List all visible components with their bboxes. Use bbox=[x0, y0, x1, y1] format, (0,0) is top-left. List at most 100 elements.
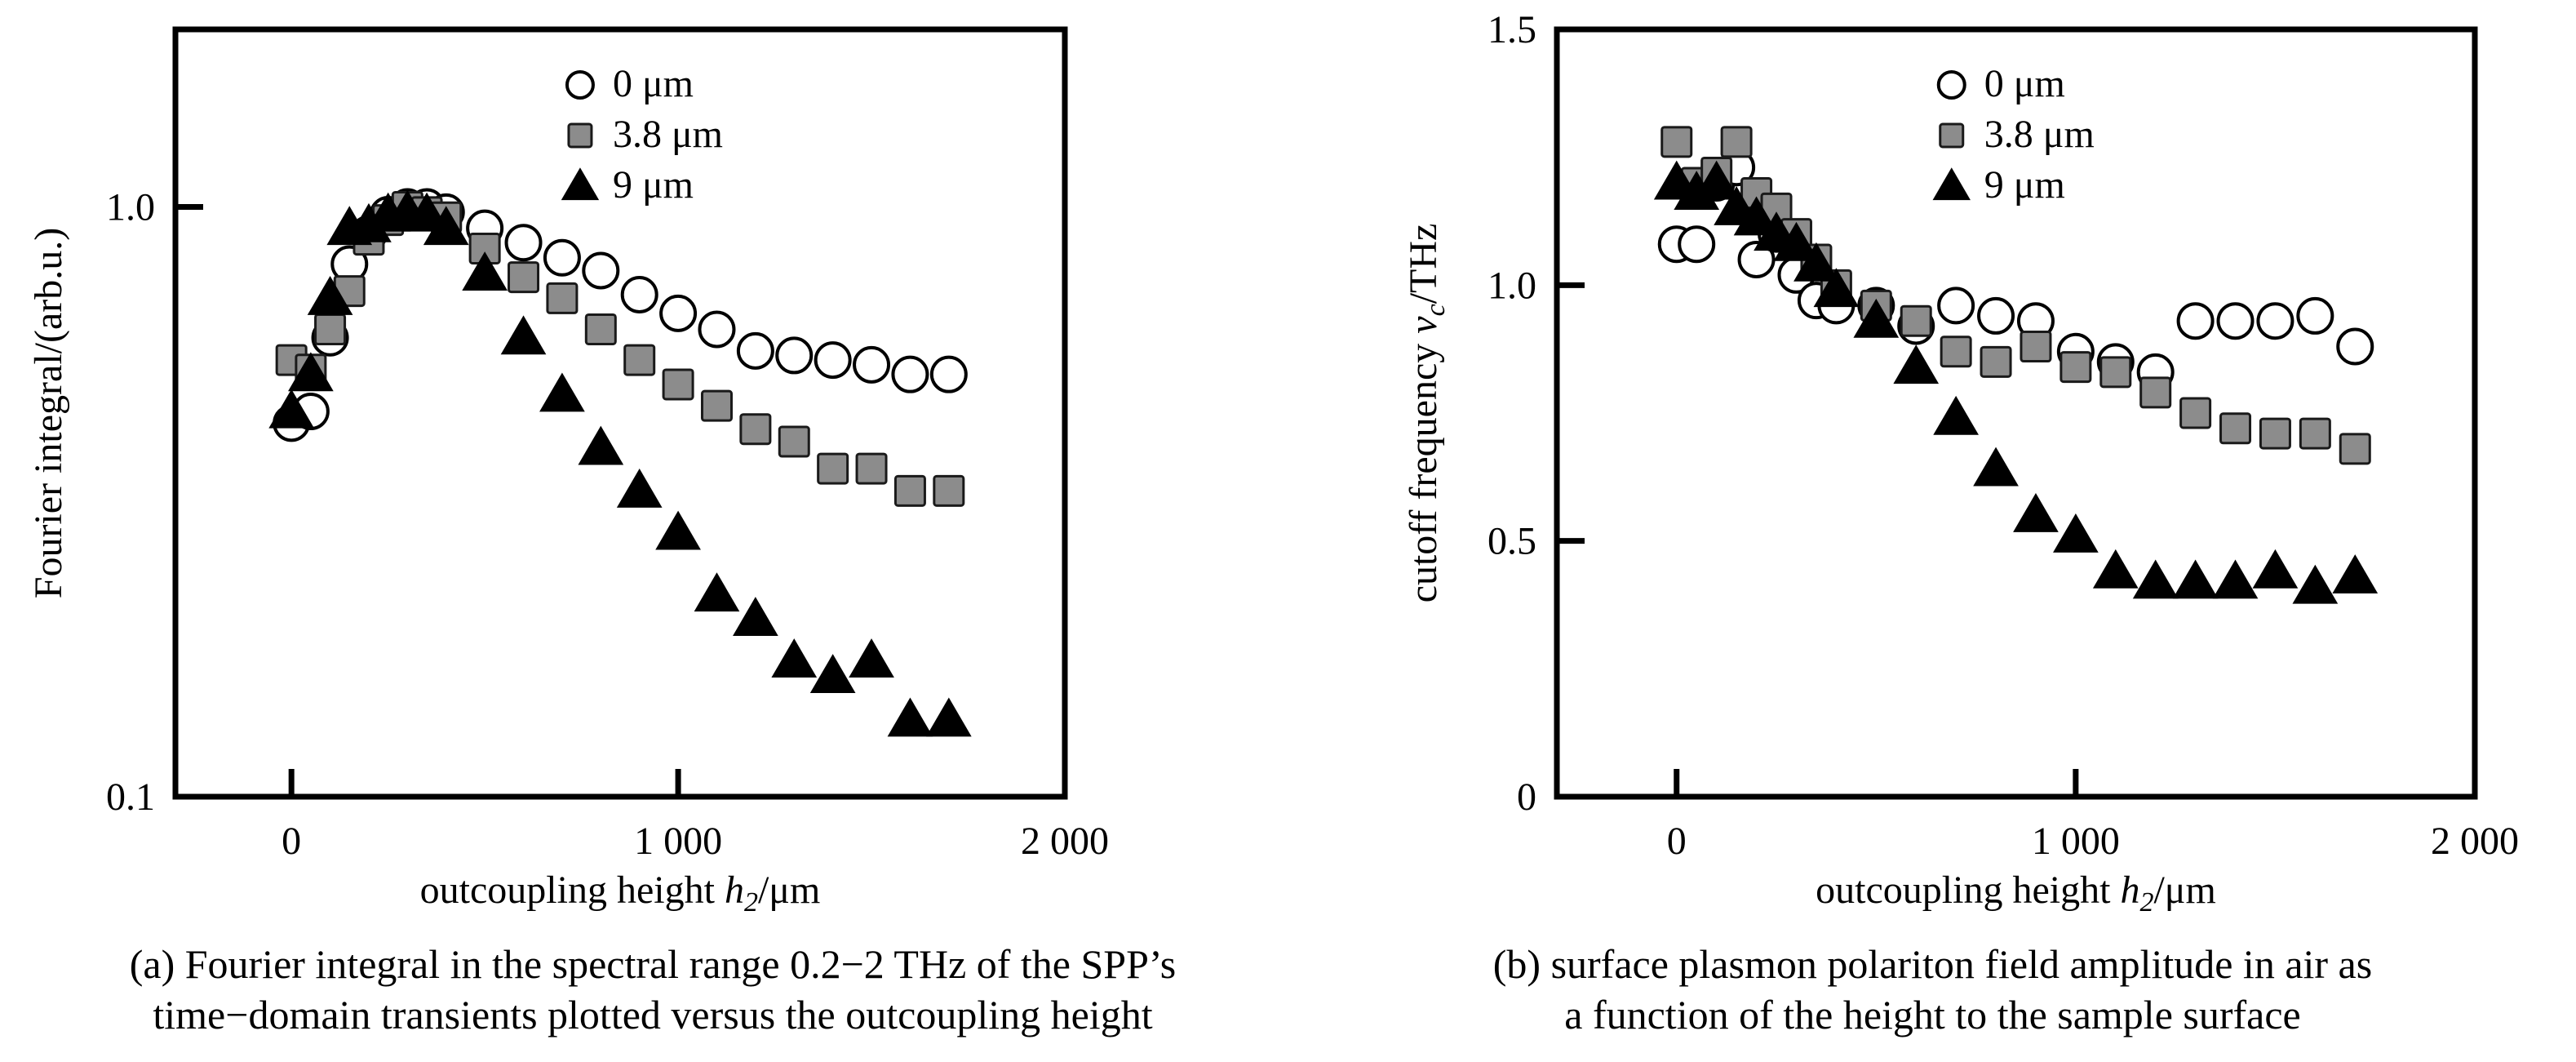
data-point-square bbox=[893, 474, 926, 507]
data-point-square bbox=[2059, 351, 2092, 384]
data-point-circle-open bbox=[929, 355, 968, 393]
y-tick-label: 0.5 bbox=[1488, 520, 1536, 563]
data-point-square bbox=[2099, 356, 2132, 389]
series-triangle bbox=[1653, 160, 2379, 604]
data-point-triangle bbox=[655, 510, 701, 550]
y-tick-label: 1.0 bbox=[106, 185, 155, 229]
data-point-circle-open bbox=[2176, 302, 2215, 340]
legend-label: 9 μm bbox=[1984, 163, 2065, 207]
data-point-circle-open bbox=[543, 238, 581, 277]
data-point-triangle bbox=[268, 389, 315, 429]
x-tick-label: 1 000 bbox=[634, 820, 722, 863]
data-point-square bbox=[855, 452, 888, 485]
caption-b: (b) surface plasmon polariton field ampl… bbox=[1289, 939, 2576, 1040]
data-point-triangle bbox=[2053, 513, 2099, 553]
data-point-square bbox=[546, 282, 579, 314]
data-point-triangle bbox=[809, 654, 856, 694]
data-point-triangle bbox=[887, 697, 933, 737]
data-point-triangle bbox=[1674, 171, 1720, 211]
data-point-triangle bbox=[925, 697, 972, 737]
data-point-triangle bbox=[1793, 242, 1839, 282]
data-point-circle-open bbox=[2216, 302, 2255, 340]
data-point-circle-open bbox=[1977, 296, 2015, 335]
data-point-circle-open bbox=[659, 294, 698, 332]
data-point-square bbox=[739, 413, 772, 446]
chart-panel-a: 0 1 000 2 000 0.1 1.0 outcoupling height h2/μ… bbox=[27, 26, 1109, 918]
y-tick-label: 0 bbox=[1517, 775, 1536, 819]
caption-b-line1: (b) surface plasmon polariton field ampl… bbox=[1492, 941, 2373, 987]
legend-marker-square bbox=[1939, 122, 1965, 149]
caption-a-line1: (a) Fourier integral in the spectral ran… bbox=[129, 941, 1177, 987]
data-point-triangle bbox=[2132, 559, 2179, 599]
data-point-triangle bbox=[2332, 554, 2379, 594]
caption-a: (a) Fourier integral in the spectral ran… bbox=[0, 939, 1306, 1040]
x-axis-label: outcoupling height h2/μm bbox=[420, 869, 821, 918]
data-point-triangle bbox=[1693, 160, 1740, 200]
data-point-triangle bbox=[1853, 298, 1900, 338]
data-point-square bbox=[2020, 331, 2052, 363]
x-tick-label: 2 000 bbox=[2431, 820, 2519, 863]
legend: 0 μm 3.8 μm 9 μm bbox=[1932, 62, 2095, 207]
data-point-triangle bbox=[1733, 196, 1780, 236]
data-point-circle-open bbox=[814, 341, 852, 380]
data-point-circle-open bbox=[504, 224, 543, 262]
data-point-triangle bbox=[2292, 564, 2339, 604]
data-point-square bbox=[2219, 412, 2252, 445]
data-point-square bbox=[1980, 345, 2012, 378]
data-point-square bbox=[508, 261, 540, 294]
data-point-circle-open bbox=[582, 251, 620, 290]
data-point-circle-open bbox=[2256, 302, 2294, 340]
legend-marker-triangle bbox=[561, 167, 600, 201]
legend-label: 0 μm bbox=[613, 62, 694, 105]
y-axis-label: cutoff frequency νc/THz bbox=[1402, 224, 1451, 603]
data-point-circle-open bbox=[1937, 287, 1975, 325]
data-point-triangle bbox=[694, 572, 740, 612]
data-point-square bbox=[1660, 126, 1693, 158]
plot-frame bbox=[1554, 26, 2478, 800]
y-tick-label: 1.0 bbox=[1488, 264, 1536, 307]
data-point-triangle bbox=[1933, 395, 1979, 435]
legend-marker-square bbox=[567, 122, 593, 149]
data-point-square bbox=[2339, 433, 2371, 465]
data-point-square bbox=[2139, 376, 2172, 409]
data-point-circle-open bbox=[2336, 327, 2374, 366]
data-point-square bbox=[933, 474, 965, 507]
data-point-circle-open bbox=[853, 345, 891, 384]
data-point-square bbox=[584, 313, 617, 345]
data-point-circle-open bbox=[620, 275, 658, 313]
legend-label: 9 μm bbox=[613, 163, 694, 207]
data-point-square bbox=[2299, 417, 2331, 450]
data-point-square bbox=[662, 368, 694, 401]
data-point-triangle bbox=[2092, 549, 2139, 589]
data-point-triangle bbox=[2252, 549, 2299, 589]
y-axis-label: Fourier integral/(arb.u.) bbox=[27, 228, 70, 599]
caption-a-line2: time−domain transients plotted versus th… bbox=[153, 992, 1153, 1038]
legend-label: 0 μm bbox=[1984, 62, 2065, 105]
data-point-triangle bbox=[849, 638, 894, 678]
data-point-square bbox=[817, 452, 849, 485]
data-point-triangle bbox=[500, 315, 547, 355]
x-tick-label: 1 000 bbox=[2032, 820, 2120, 863]
data-point-square bbox=[2179, 397, 2212, 429]
data-point-triangle bbox=[307, 276, 353, 315]
data-point-triangle bbox=[733, 597, 778, 637]
x-axis-label: outcoupling height h2/μm bbox=[1816, 869, 2216, 918]
legend-label: 3.8 μm bbox=[1984, 113, 2095, 156]
data-point-circle-open bbox=[1737, 241, 1776, 278]
data-point-circle-open bbox=[891, 355, 929, 393]
caption-b-line2: a function of the height to the sample s… bbox=[1564, 992, 2301, 1038]
data-point-circle-open bbox=[775, 336, 814, 375]
data-point-square bbox=[314, 313, 347, 345]
plot-frame bbox=[172, 26, 1068, 800]
series-triangle bbox=[268, 189, 972, 737]
y-tick-label: 1.5 bbox=[1488, 8, 1536, 51]
legend-label: 3.8 μm bbox=[613, 113, 723, 156]
data-point-square bbox=[778, 425, 810, 458]
legend: 0 μm 3.8 μm 9 μm bbox=[561, 62, 723, 207]
data-point-circle-open bbox=[2296, 296, 2334, 335]
data-point-triangle bbox=[288, 352, 334, 392]
data-point-triangle bbox=[2212, 559, 2259, 599]
data-point-circle-open bbox=[736, 331, 774, 370]
y-tick-label: 0.1 bbox=[106, 775, 155, 819]
